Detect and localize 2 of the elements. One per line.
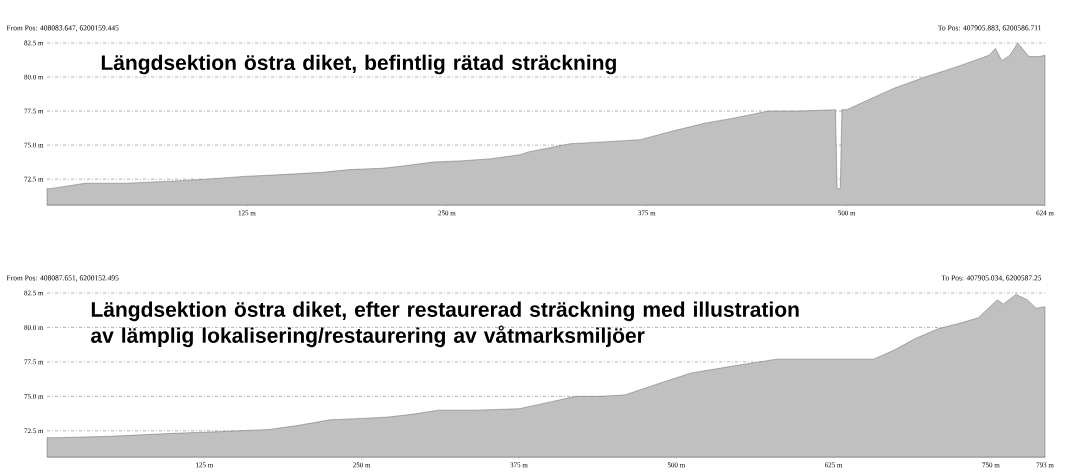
text: Längdsektion östra diket, befintlig rätad sträckning — [101, 54, 616, 75]
text: Längdsektion östra diket, efter restaurerad sträckning med illustration av lämplig lokalisering/restaurering av våtmarksmiljöer — [91, 301, 799, 348]
